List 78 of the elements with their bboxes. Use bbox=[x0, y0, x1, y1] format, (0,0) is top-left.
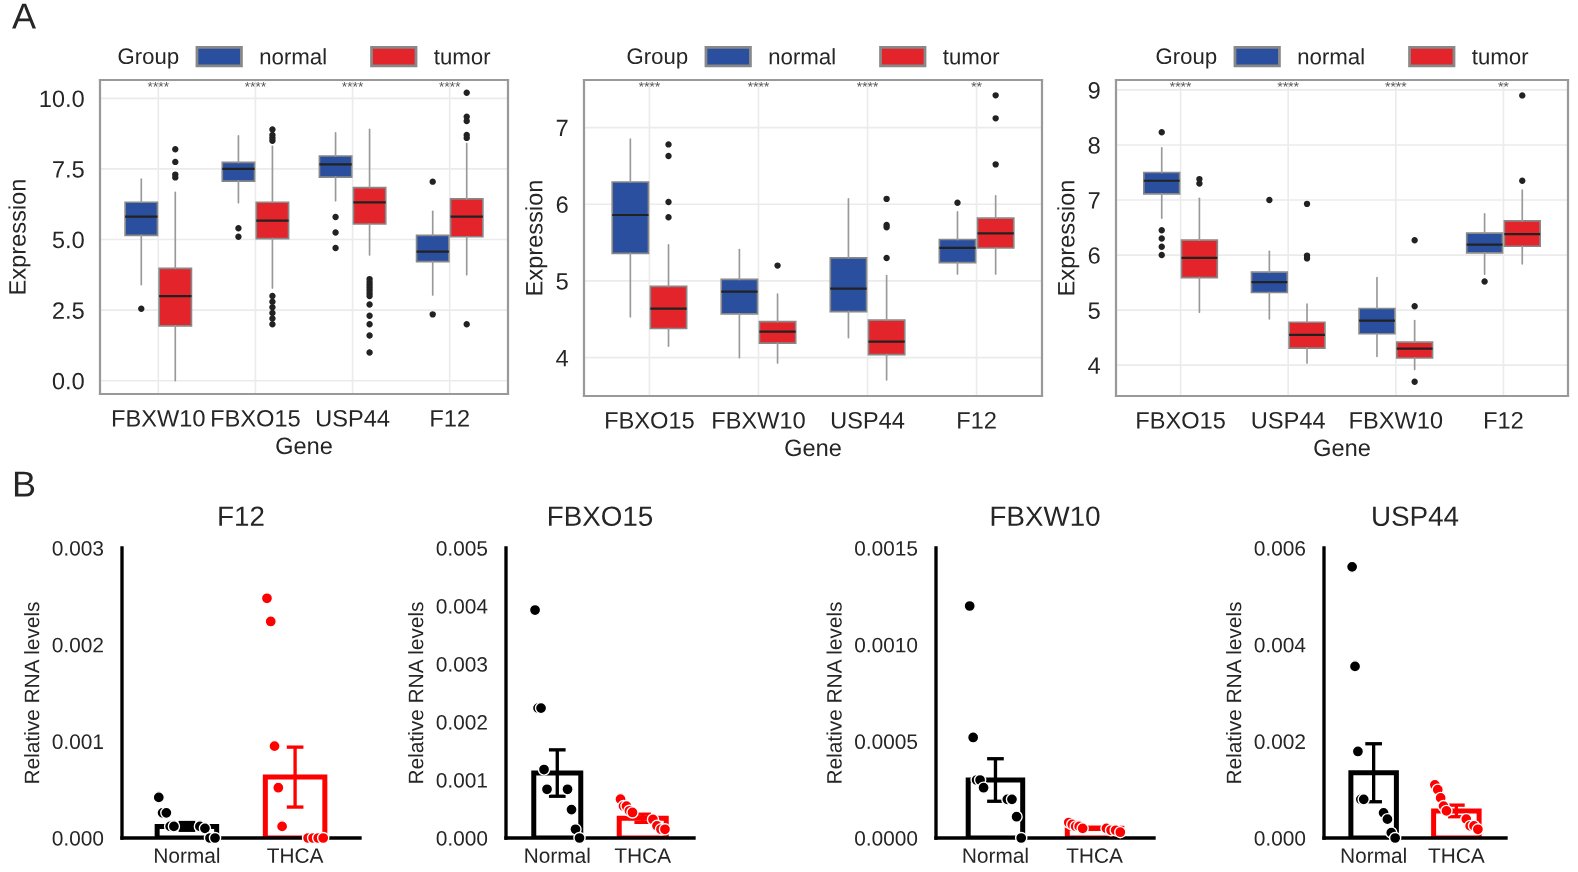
x-axis-title: Gene bbox=[785, 439, 841, 457]
y-tick-label: 7.5 bbox=[53, 161, 84, 178]
y-tick-label: 6 bbox=[556, 196, 568, 214]
y-axis-title: Expression bbox=[1057, 181, 1080, 295]
y-tick-label: 0.0010 bbox=[855, 637, 918, 653]
y-tick-label: 0.006 bbox=[1254, 541, 1306, 556]
x-tick-label: Normal bbox=[525, 847, 590, 864]
x-tick-label: FBXO15 bbox=[1137, 411, 1225, 429]
y-tick-label: 0.002 bbox=[1254, 734, 1305, 750]
x-tick-label: USP44 bbox=[1252, 411, 1325, 429]
legend-label: tumor bbox=[943, 49, 1000, 65]
y-tick-label: 0.002 bbox=[436, 715, 487, 730]
x-tick-label: FBXO15 bbox=[606, 411, 694, 429]
y-tick-label: 5 bbox=[556, 273, 568, 290]
chart-title: F12 bbox=[219, 506, 264, 526]
x-tick-label: Normal bbox=[1341, 847, 1406, 864]
y-tick-label: 9 bbox=[1088, 81, 1100, 99]
y-tick-label: 8 bbox=[1088, 137, 1100, 154]
y-tick-label: 5 bbox=[1088, 302, 1100, 319]
y-tick-label: 0.000 bbox=[436, 831, 488, 846]
y-tick-label: 0.002 bbox=[52, 637, 103, 653]
x-tick-label: FBXW10 bbox=[713, 411, 805, 429]
x-tick-label: FBXW10 bbox=[112, 409, 205, 427]
y-tick-label: 4 bbox=[1088, 357, 1101, 374]
y-axis-title: Relative RNA levels bbox=[1226, 602, 1242, 783]
legend-label: normal bbox=[1298, 48, 1364, 65]
x-tick-label: USP44 bbox=[316, 409, 390, 427]
x-tick-label: THCA bbox=[1066, 848, 1123, 864]
chart-title: FBXO15 bbox=[549, 506, 653, 527]
y-axis-title: Expression bbox=[525, 181, 548, 295]
x-axis-title: Gene bbox=[276, 437, 332, 455]
y-tick-label: 0.003 bbox=[52, 541, 104, 556]
x-tick-label: USP44 bbox=[831, 411, 905, 429]
y-tick-label: 0.004 bbox=[436, 599, 488, 614]
y-tick-label: 7 bbox=[556, 119, 568, 137]
legend-label: normal bbox=[769, 48, 835, 65]
y-tick-label: 0.005 bbox=[436, 541, 488, 556]
chart-title: USP44 bbox=[1373, 506, 1459, 527]
y-tick-label: 10.0 bbox=[40, 90, 84, 108]
y-tick-label: 6 bbox=[1088, 247, 1100, 264]
y-tick-label: 0.0015 bbox=[855, 541, 918, 556]
y-tick-label: 5.0 bbox=[52, 231, 84, 249]
x-tick-label: FBXW10 bbox=[1350, 411, 1443, 429]
x-tick-label: F12 bbox=[1485, 411, 1523, 429]
y-tick-label: 0.0000 bbox=[855, 831, 918, 846]
legend-label: tumor bbox=[434, 49, 491, 65]
y-tick-label: 0.0005 bbox=[855, 734, 918, 750]
y-axis-title: Expression bbox=[8, 180, 31, 294]
x-tick-label: Normal bbox=[963, 847, 1028, 864]
y-tick-label: 7 bbox=[1088, 192, 1100, 209]
y-tick-label: 0.001 bbox=[52, 734, 103, 750]
legend-title: Group bbox=[1156, 48, 1217, 69]
chart-title: FBXW10 bbox=[991, 506, 1100, 527]
y-axis-title: Relative RNA levels bbox=[408, 602, 424, 783]
y-tick-label: 0.000 bbox=[1254, 831, 1306, 846]
x-tick-label: THCA bbox=[614, 848, 672, 864]
y-axis-title: Relative RNA levels bbox=[826, 602, 842, 783]
y-tick-label: 0.003 bbox=[436, 657, 488, 672]
x-tick-label: F12 bbox=[431, 409, 469, 427]
x-tick-label: FBXO15 bbox=[212, 409, 300, 427]
legend-label: tumor bbox=[1472, 49, 1529, 65]
x-tick-label: F12 bbox=[958, 411, 996, 429]
y-tick-label: 0.000 bbox=[52, 831, 104, 846]
y-tick-label: 0.0 bbox=[52, 372, 84, 390]
y-tick-label: 4 bbox=[556, 349, 569, 367]
y-tick-label: 0.001 bbox=[436, 773, 487, 788]
x-tick-label: THCA bbox=[1428, 848, 1485, 864]
text: B bbox=[14, 471, 35, 497]
x-tick-label: Normal bbox=[155, 847, 220, 864]
legend-title: Group bbox=[118, 48, 179, 69]
legend-title: Group bbox=[627, 48, 688, 69]
x-tick-label: THCA bbox=[267, 848, 324, 864]
y-tick-label: 2.5 bbox=[53, 302, 84, 319]
x-axis-title: Gene bbox=[1314, 439, 1370, 457]
y-axis-title: Relative RNA levels bbox=[24, 602, 40, 783]
y-tick-label: 0.004 bbox=[1254, 637, 1306, 653]
legend-label: normal bbox=[260, 48, 326, 65]
text: A bbox=[12, 3, 37, 29]
